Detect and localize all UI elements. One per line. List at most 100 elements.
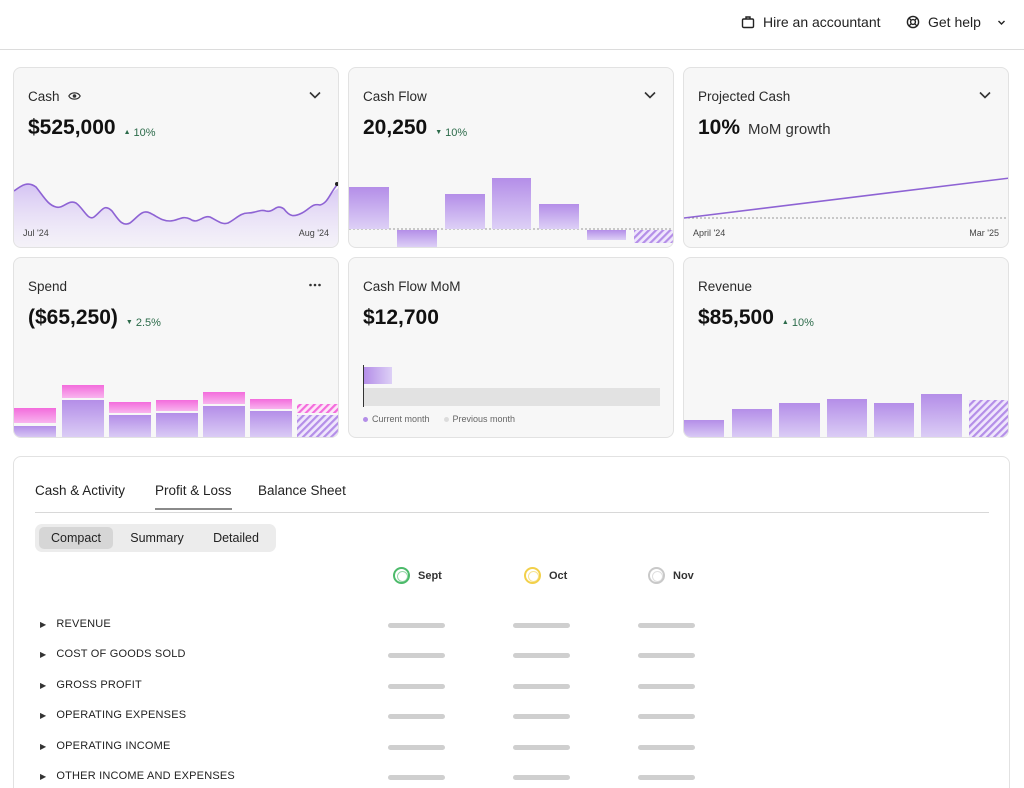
- cash-delta-value: 10%: [133, 126, 156, 139]
- tab-cash-activity[interactable]: Cash & Activity: [35, 483, 126, 498]
- loading-placeholder: [638, 775, 695, 780]
- sept-status-ring-icon: [393, 567, 410, 584]
- previous-month-bar: [364, 388, 660, 406]
- cash-flow-projected-bar: [634, 230, 673, 243]
- hire-accountant-button[interactable]: Hire an accountant: [741, 14, 881, 30]
- expand-caret-icon[interactable]: ▶: [40, 619, 47, 629]
- loading-placeholder: [388, 745, 445, 750]
- cash-delta: ▲ 10%: [124, 127, 156, 139]
- loading-placeholder: [513, 775, 570, 780]
- cash-flow-card[interactable]: Cash Flow 20,250 ▼ 10%: [348, 67, 674, 248]
- loading-placeholder: [638, 684, 695, 689]
- revenue-card-title-row: Revenue: [698, 279, 752, 294]
- revenue-delta-value: 10%: [791, 316, 814, 329]
- projected-cash-card-title: Projected Cash: [698, 89, 791, 104]
- report-row-operating-expenses[interactable]: ▶ OPERATING EXPENSES: [40, 707, 186, 723]
- cash-flow-bar: [445, 194, 485, 229]
- cash-sparkline: [14, 182, 338, 247]
- loading-placeholder: [513, 745, 570, 750]
- chevron-down-icon: [997, 14, 1006, 30]
- report-panel: Cash & Activity Profit & Loss Balance Sh…: [13, 456, 1010, 788]
- projected-cash-value: 10%: [698, 116, 741, 139]
- get-help-button[interactable]: Get help: [906, 14, 1006, 30]
- cash-flow-delta-value: 10%: [445, 126, 468, 139]
- revenue-delta: ▲ 10%: [782, 317, 814, 329]
- loading-placeholder: [638, 745, 695, 750]
- report-row-label: COST OF GOODS SOLD: [56, 648, 186, 660]
- projected-cash-card[interactable]: Projected Cash 10% MoM growth April '24 …: [683, 67, 1009, 248]
- down-triangle-icon: ▼: [125, 319, 133, 326]
- expand-caret-icon[interactable]: ▶: [40, 741, 47, 751]
- up-triangle-icon: ▲: [781, 319, 789, 326]
- cash-flow-card-title: Cash Flow: [363, 89, 427, 104]
- cash-value-row: $525,000 ▲ 10%: [28, 116, 156, 140]
- expand-caret-icon[interactable]: ▶: [40, 680, 47, 690]
- report-row-label: OPERATING INCOME: [56, 740, 171, 752]
- report-row-label: OPERATING EXPENSES: [56, 709, 187, 721]
- cash-value: $525,000: [28, 116, 116, 139]
- revenue-bar: [874, 403, 914, 437]
- oct-status-ring-icon: [524, 567, 541, 584]
- report-row-revenue[interactable]: ▶ REVENUE: [40, 616, 111, 632]
- loading-placeholder: [638, 623, 695, 628]
- cash-flow-card-title-row: Cash Flow: [363, 89, 427, 104]
- cash-x-end-label: Aug '24: [298, 228, 329, 238]
- revenue-card[interactable]: Revenue $85,500 ▲ 10%: [683, 257, 1009, 438]
- spend-delta-value: 2.5%: [135, 316, 161, 329]
- loading-placeholder: [513, 623, 570, 628]
- chevron-down-icon[interactable]: [976, 86, 994, 104]
- spend-card[interactable]: Spend ($65,250) ▼ 2.5%: [13, 257, 339, 438]
- view-detailed-button[interactable]: Detailed: [213, 531, 259, 545]
- revenue-card-title: Revenue: [698, 279, 753, 294]
- cash-flow-bar: [349, 187, 389, 229]
- report-row-other-income[interactable]: ▶ OTHER INCOME AND EXPENSES: [40, 768, 235, 784]
- chevron-down-icon[interactable]: [641, 86, 659, 104]
- eye-icon[interactable]: [67, 89, 81, 104]
- view-compact-button[interactable]: Compact: [39, 527, 113, 549]
- cash-flow-value: 20,250: [363, 116, 428, 139]
- legend-current: Current month: [363, 414, 430, 424]
- revenue-value: $85,500: [698, 306, 774, 329]
- loading-placeholder: [638, 714, 695, 719]
- revenue-bar: [921, 394, 962, 437]
- projected-cash-x-end-label: Mar '25: [969, 228, 999, 238]
- report-row-cogs[interactable]: ▶ COST OF GOODS SOLD: [40, 646, 186, 662]
- report-tabs: Cash & Activity Profit & Loss Balance Sh…: [35, 483, 989, 513]
- spend-value: ($65,250): [28, 306, 118, 329]
- lifebuoy-icon: [906, 15, 920, 29]
- cash-x-start-label: Jul '24: [23, 228, 49, 238]
- legend-previous-label: Previous month: [452, 414, 516, 424]
- tab-balance-sheet[interactable]: Balance Sheet: [258, 483, 346, 498]
- view-summary-button[interactable]: Summary: [130, 531, 184, 545]
- revenue-bar: [827, 399, 867, 437]
- loading-placeholder: [388, 653, 445, 658]
- cash-flow-mom-value-row: $12,700: [363, 306, 439, 330]
- cash-flow-mom-card-title-row: Cash Flow MoM: [363, 279, 461, 294]
- loading-placeholder: [388, 623, 445, 628]
- more-options-icon[interactable]: [306, 276, 324, 294]
- cash-flow-mom-legend: Current month Previous month: [363, 414, 515, 424]
- cash-flow-delta: ▼ 10%: [435, 127, 467, 139]
- spend-card-title: Spend: [28, 279, 68, 294]
- cash-card[interactable]: Cash $525,000 ▲ 10% Jul '24 Aug '24: [13, 67, 339, 248]
- up-triangle-icon: ▲: [123, 129, 131, 136]
- expand-caret-icon[interactable]: ▶: [40, 710, 47, 720]
- cash-flow-bar: [397, 230, 437, 247]
- expand-caret-icon[interactable]: ▶: [40, 771, 47, 781]
- tab-profit-loss[interactable]: Profit & Loss: [155, 483, 232, 510]
- cash-flow-mom-card[interactable]: Cash Flow MoM $12,700 Current month Prev…: [348, 257, 674, 438]
- legend-previous: Previous month: [443, 414, 516, 424]
- expand-caret-icon[interactable]: ▶: [40, 649, 47, 659]
- report-row-operating-income[interactable]: ▶ OPERATING INCOME: [40, 738, 171, 754]
- cash-flow-bar-chart: [349, 178, 673, 247]
- top-bar: Hire an accountant Get help: [0, 0, 1024, 50]
- report-row-gross-profit[interactable]: ▶ GROSS PROFIT: [40, 677, 142, 693]
- chevron-down-icon[interactable]: [306, 86, 324, 104]
- projected-cash-x-start-label: April '24: [693, 228, 726, 238]
- month-label-sept: Sept: [418, 569, 442, 582]
- revenue-value-row: $85,500 ▲ 10%: [698, 306, 814, 330]
- month-column-sept: Sept: [393, 567, 442, 584]
- month-label-nov: Nov: [673, 569, 694, 582]
- spend-stacked-bar-chart: [14, 385, 338, 437]
- nov-status-ring-icon: [648, 567, 665, 584]
